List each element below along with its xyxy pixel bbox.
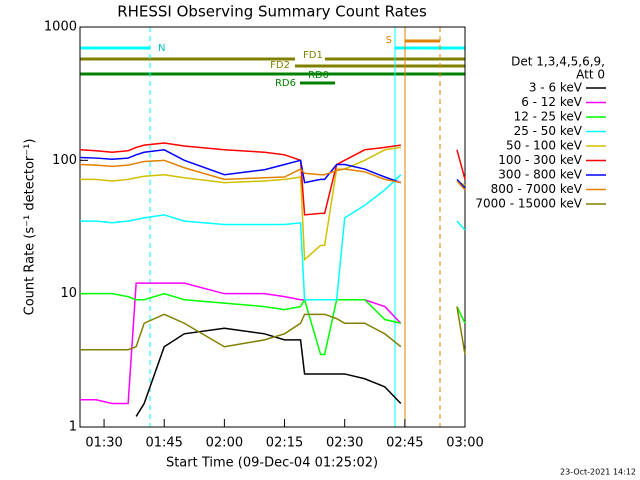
series-line xyxy=(135,327,402,417)
series-line xyxy=(79,159,466,191)
flag-label: RD6 xyxy=(275,78,296,89)
x-tick-label: 02:00 xyxy=(206,436,243,451)
legend-label: 300 - 800 keV xyxy=(498,168,582,182)
x-axis-label: Start Time (09-Dec-04 01:25:02) xyxy=(166,456,378,471)
flag-label: FD1 xyxy=(303,50,323,61)
x-tick-label: 02:30 xyxy=(326,436,363,451)
flag-label: RD0 xyxy=(308,70,329,81)
y-tick-label: 10 xyxy=(60,286,77,301)
x-tick-label: 02:15 xyxy=(266,436,303,451)
flag-label: S xyxy=(386,35,392,46)
series-line xyxy=(80,146,466,262)
series-line xyxy=(80,306,466,355)
legend-label: 50 - 100 keV xyxy=(506,139,583,153)
legend-title: Att 0 xyxy=(576,68,605,82)
y-tick-label: 1000 xyxy=(44,20,77,35)
chart-title: RHESSI Observing Summary Count Rates xyxy=(117,3,427,21)
flag-label: FD2 xyxy=(270,60,290,71)
flag-label: N xyxy=(158,43,165,54)
series-line xyxy=(79,142,466,216)
x-tick-label: 01:45 xyxy=(145,436,182,451)
y-tick-label: 1 xyxy=(69,420,77,435)
y-tick-label: 100 xyxy=(52,153,77,168)
series-line xyxy=(80,292,466,356)
legend-label: 6 - 12 keV xyxy=(521,95,583,109)
flag-bars xyxy=(80,27,466,427)
legend-label: 800 - 7000 keV xyxy=(491,182,583,196)
footer: 23-Oct-2021 14:12 xyxy=(560,468,636,477)
x-tick-label: 01:30 xyxy=(85,436,122,451)
legend-label: 7000 - 15000 keV xyxy=(475,197,582,211)
x-tick-label: 03:00 xyxy=(446,436,483,451)
legend-title: Det 1,3,4,5,6,9, xyxy=(511,55,605,69)
legend-label: 100 - 300 keV xyxy=(498,153,582,167)
series-line xyxy=(80,174,466,301)
legend-label: 3 - 6 keV xyxy=(529,81,583,95)
plot-frame xyxy=(79,26,466,428)
legend-label: 12 - 25 keV xyxy=(514,110,583,124)
x-tick-label: 02:45 xyxy=(386,436,423,451)
legend-label: 25 - 50 keV xyxy=(514,124,583,138)
y-axis-label: Count Rate (s⁻¹ detector⁻¹) xyxy=(23,139,38,316)
series-line xyxy=(79,149,466,189)
